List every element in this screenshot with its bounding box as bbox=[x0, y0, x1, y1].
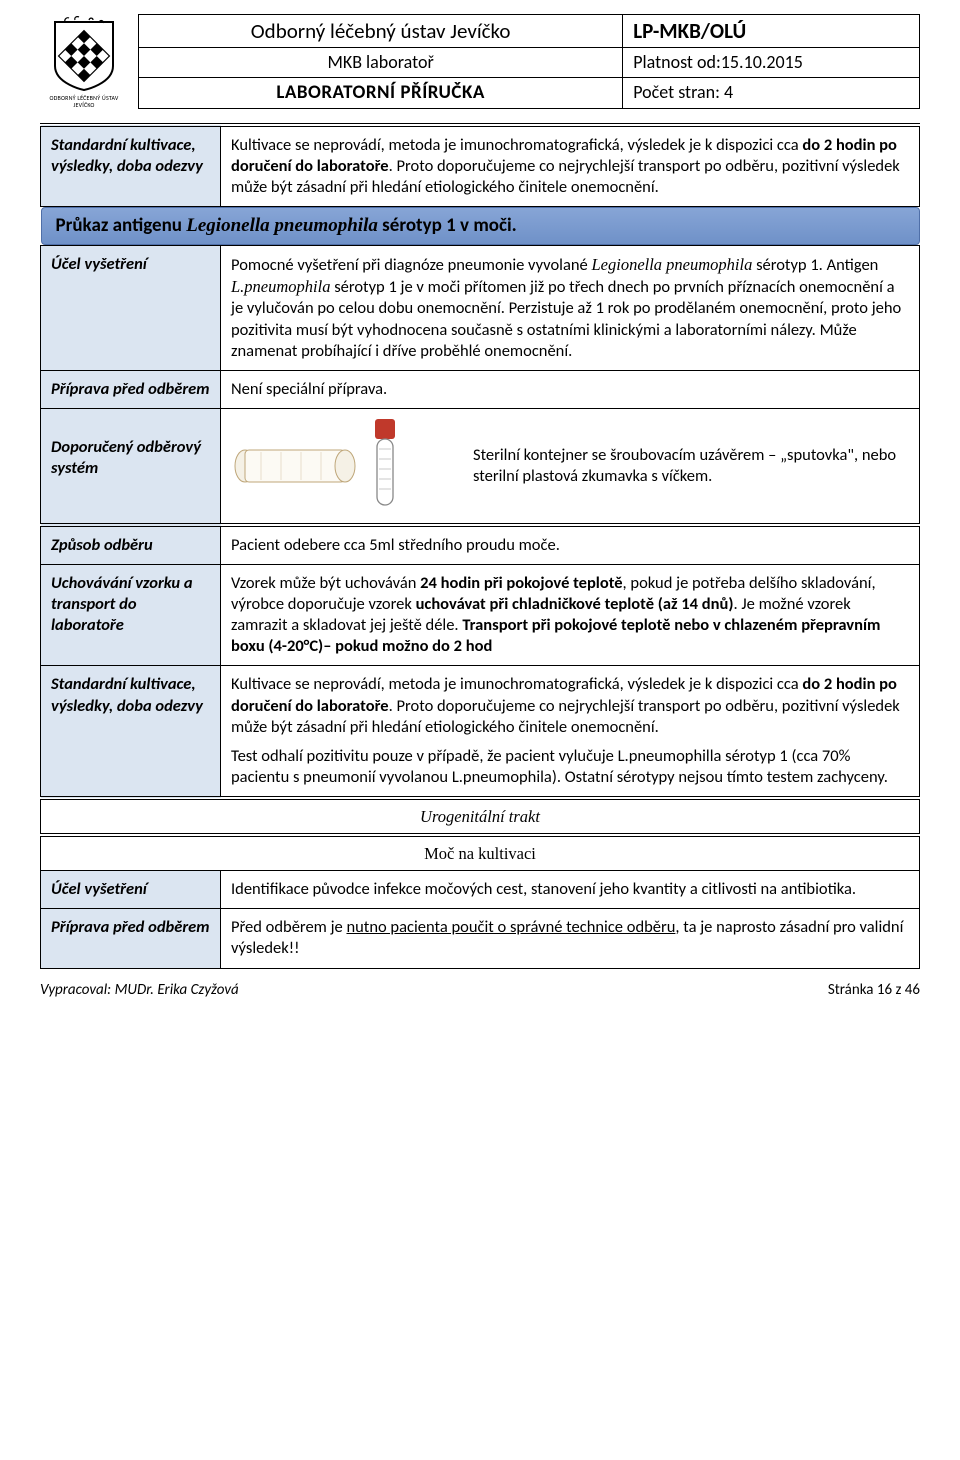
table-row: Způsob odběru Pacient odebere cca 5ml st… bbox=[41, 525, 920, 565]
author: Vypracoval: MUDr. Erika Czyžová bbox=[40, 981, 239, 1000]
row-content: Není speciální příprava. bbox=[221, 370, 920, 408]
page-count: Počet stran: 4 bbox=[623, 77, 920, 108]
section-heading-row: Průkaz antigenu Legionella pneumophila s… bbox=[41, 206, 920, 245]
row-label: Způsob odběru bbox=[41, 525, 221, 565]
row-label: Doporučený odběrový systém bbox=[41, 408, 221, 525]
row-content: Pacient odebere cca 5ml středního proudu… bbox=[221, 525, 920, 565]
header-table: Odborný léčebný ústav Jevíčko LP-MKB/OLÚ… bbox=[138, 14, 920, 109]
row-content: Kultivace se neprovádí, metoda je imunoc… bbox=[221, 666, 920, 798]
collection-system-text: Sterilní kontejner se šroubovacím uzávěr… bbox=[461, 417, 909, 515]
page-footer: Vypracoval: MUDr. Erika Czyžová Stránka … bbox=[40, 981, 920, 1000]
row-content: Kultivace se neprovádí, metoda je imunoc… bbox=[221, 125, 920, 207]
row-label: Příprava před odběrem bbox=[41, 370, 221, 408]
row-label: Účel vyšetření bbox=[41, 871, 221, 909]
row-content: Pomocné vyšetření při diagnóze pneumonie… bbox=[221, 246, 920, 371]
table-row: Příprava před odběrem Není speciální pří… bbox=[41, 370, 920, 408]
section-heading-row: Moč na kultivaci bbox=[41, 835, 920, 871]
sputum-container-icon bbox=[231, 446, 361, 486]
table-row: Účel vyšetření Identifikace původce infe… bbox=[41, 871, 920, 909]
row-content: Vzorek může být uchováván 24 hodin při p… bbox=[221, 565, 920, 666]
doc-code: LP-MKB/OLÚ bbox=[633, 18, 746, 44]
table-row: Doporučený odběrový systém bbox=[41, 408, 920, 525]
section-heading-urogenital: Urogenitální trakt bbox=[41, 798, 920, 835]
row-content: Identifikace původce infekce močových ce… bbox=[221, 871, 920, 909]
row-label: Uchovávání vzorku a transport do laborat… bbox=[41, 565, 221, 666]
row-label: Standardní kultivace, výsledky, doba ode… bbox=[41, 125, 221, 207]
lab-name: MKB laboratoř bbox=[139, 48, 623, 78]
logo-label-2: JEVÍČKO bbox=[73, 102, 94, 108]
section-heading-legionella: Průkaz antigenu Legionella pneumophila s… bbox=[41, 207, 920, 245]
section-heading-urine-culture: Moč na kultivaci bbox=[41, 835, 920, 871]
row-label: Standardní kultivace, výsledky, doba ode… bbox=[41, 666, 221, 798]
page-number: Stránka 16 z 46 bbox=[828, 981, 920, 1000]
row-content: Sterilní kontejner se šroubovacím uzávěr… bbox=[221, 408, 920, 525]
table-row: Standardní kultivace, výsledky, doba ode… bbox=[41, 125, 920, 207]
page-header: ODBORNÝ LÉČEBNÝ ÚSTAV JEVÍČKO Odborný lé… bbox=[40, 14, 920, 109]
table-row: Účel vyšetření Pomocné vyšetření při dia… bbox=[41, 246, 920, 371]
validity: Platnost od:15.10.2015 bbox=[623, 48, 920, 78]
table-row: Uchovávání vzorku a transport do laborat… bbox=[41, 565, 920, 666]
coat-of-arms-icon bbox=[45, 16, 123, 94]
row-content: Před odběrem je nutno pacienta poučit o … bbox=[221, 909, 920, 968]
logo: ODBORNÝ LÉČEBNÝ ÚSTAV JEVÍČKO bbox=[40, 14, 128, 109]
doc-title: LABORATORNÍ PŘÍRUČKA bbox=[139, 77, 623, 108]
section-heading-row: Urogenitální trakt bbox=[41, 798, 920, 835]
test-tube-icon bbox=[365, 417, 405, 515]
row-label: Účel vyšetření bbox=[41, 246, 221, 371]
table-row: Příprava před odběrem Před odběrem je nu… bbox=[41, 909, 920, 968]
row-label: Příprava před odběrem bbox=[41, 909, 221, 968]
table-row: Standardní kultivace, výsledky, doba ode… bbox=[41, 666, 920, 798]
institution-name: Odborný léčebný ústav Jevíčko bbox=[139, 15, 623, 48]
content-table: Standardní kultivace, výsledky, doba ode… bbox=[40, 123, 920, 969]
